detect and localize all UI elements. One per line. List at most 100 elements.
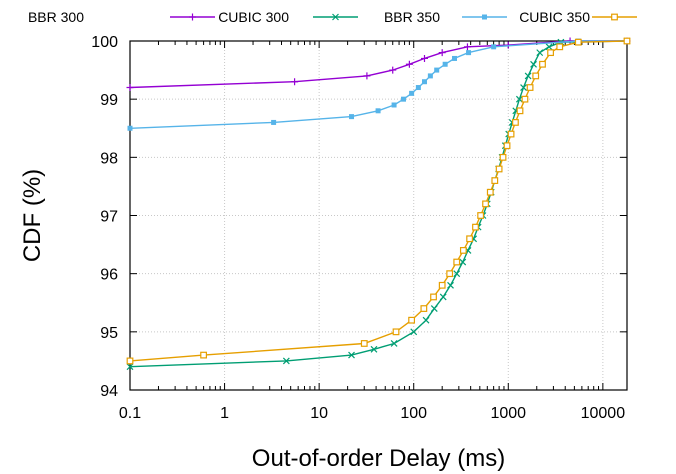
legend-item: CUBIC 300 xyxy=(218,9,358,25)
y-tick-label: 97 xyxy=(100,209,118,226)
x-tick-label: 10 xyxy=(310,405,328,422)
data-point xyxy=(348,351,355,359)
data-point xyxy=(126,84,134,92)
data-point xyxy=(390,340,398,347)
x-tick-label: 10000 xyxy=(581,405,626,422)
series-line xyxy=(129,40,627,89)
data-point xyxy=(392,328,400,336)
data-point xyxy=(512,119,519,126)
data-point xyxy=(495,165,503,173)
data-point xyxy=(200,351,207,359)
legend-item: BBR 350 xyxy=(384,9,507,25)
data-point xyxy=(491,44,497,50)
data-point xyxy=(420,54,428,62)
data-point xyxy=(434,67,440,73)
data-point xyxy=(516,107,524,115)
legend-marker xyxy=(189,13,196,21)
data-point xyxy=(526,84,534,91)
data-point xyxy=(415,85,421,91)
data-point xyxy=(446,270,454,278)
data-point xyxy=(408,316,416,324)
data-point xyxy=(574,38,582,46)
legend-marker xyxy=(482,14,487,20)
data-point xyxy=(536,49,544,57)
series-cubic-350 xyxy=(126,37,631,365)
series-lines xyxy=(126,37,631,371)
data-point xyxy=(439,293,447,301)
data-point xyxy=(126,363,134,371)
data-point xyxy=(507,130,515,138)
data-point xyxy=(530,60,537,68)
legend-label: CUBIC 350 xyxy=(519,9,590,25)
data-point xyxy=(499,153,507,161)
data-point xyxy=(520,84,527,91)
y-tick-label: 95 xyxy=(100,325,118,342)
series-bbr-300 xyxy=(126,37,631,92)
y-tick-label: 98 xyxy=(100,150,118,167)
series-cubic-300 xyxy=(126,37,631,371)
data-point xyxy=(282,357,290,365)
legend-label: BBR 300 xyxy=(28,9,84,25)
data-point xyxy=(466,235,474,243)
data-point xyxy=(524,72,532,80)
legend-label: BBR 350 xyxy=(384,9,440,25)
data-point xyxy=(466,50,472,56)
y-tick-label: 99 xyxy=(100,92,118,109)
data-point xyxy=(430,305,438,312)
data-point xyxy=(127,125,133,131)
data-point xyxy=(422,316,430,324)
axis-ticks: 94 95 96 97 98 99 100 0.1 1 10 100 1000 10000 xyxy=(91,34,627,422)
x-tick-label: 1000 xyxy=(490,405,526,422)
y-tick-label: 96 xyxy=(100,267,118,284)
data-point xyxy=(556,43,564,51)
data-point xyxy=(532,72,540,80)
x-tick-label: 100 xyxy=(400,405,427,422)
data-point xyxy=(291,78,299,86)
grid xyxy=(130,41,627,390)
data-point xyxy=(539,60,546,68)
data-point xyxy=(421,79,427,85)
data-point xyxy=(409,90,415,96)
legend-marker xyxy=(332,13,339,21)
data-point xyxy=(438,49,446,57)
x-tick-label: 0.1 xyxy=(119,405,141,422)
legend-marker xyxy=(611,13,618,21)
data-point xyxy=(349,114,355,120)
data-point xyxy=(547,49,554,57)
legend-item: CUBIC 350 xyxy=(519,9,637,25)
legend-label: CUBIC 300 xyxy=(218,9,289,25)
data-point xyxy=(452,55,458,61)
data-point xyxy=(363,72,371,80)
data-point xyxy=(360,340,368,347)
series-line xyxy=(129,40,628,362)
data-point xyxy=(503,142,511,150)
data-point xyxy=(410,328,418,336)
y-tick-label: 100 xyxy=(91,34,118,51)
data-point xyxy=(427,73,433,79)
data-point xyxy=(545,43,553,51)
data-point xyxy=(391,102,397,108)
data-point xyxy=(442,61,448,67)
data-point xyxy=(453,270,461,278)
y-axis-title: CDF (%) xyxy=(19,169,46,262)
data-point xyxy=(623,37,631,45)
data-point xyxy=(370,345,378,353)
data-point xyxy=(271,119,277,125)
data-point xyxy=(375,108,381,114)
data-point xyxy=(521,95,529,103)
data-point xyxy=(420,305,428,312)
data-point xyxy=(482,200,489,208)
x-axis-title: Out-of-order Delay (ms) xyxy=(252,445,505,472)
data-point xyxy=(389,66,397,74)
data-point xyxy=(486,188,494,196)
data-point xyxy=(401,96,407,102)
legend: BBR 300 CUBIC 300 BBR 350 CUBIC 350 xyxy=(28,9,637,25)
x-tick-label: 1 xyxy=(220,405,229,422)
data-point xyxy=(463,43,471,51)
data-point xyxy=(405,60,413,68)
data-point xyxy=(438,281,446,289)
data-point xyxy=(472,223,479,231)
data-point xyxy=(515,95,523,103)
data-point xyxy=(459,247,467,254)
